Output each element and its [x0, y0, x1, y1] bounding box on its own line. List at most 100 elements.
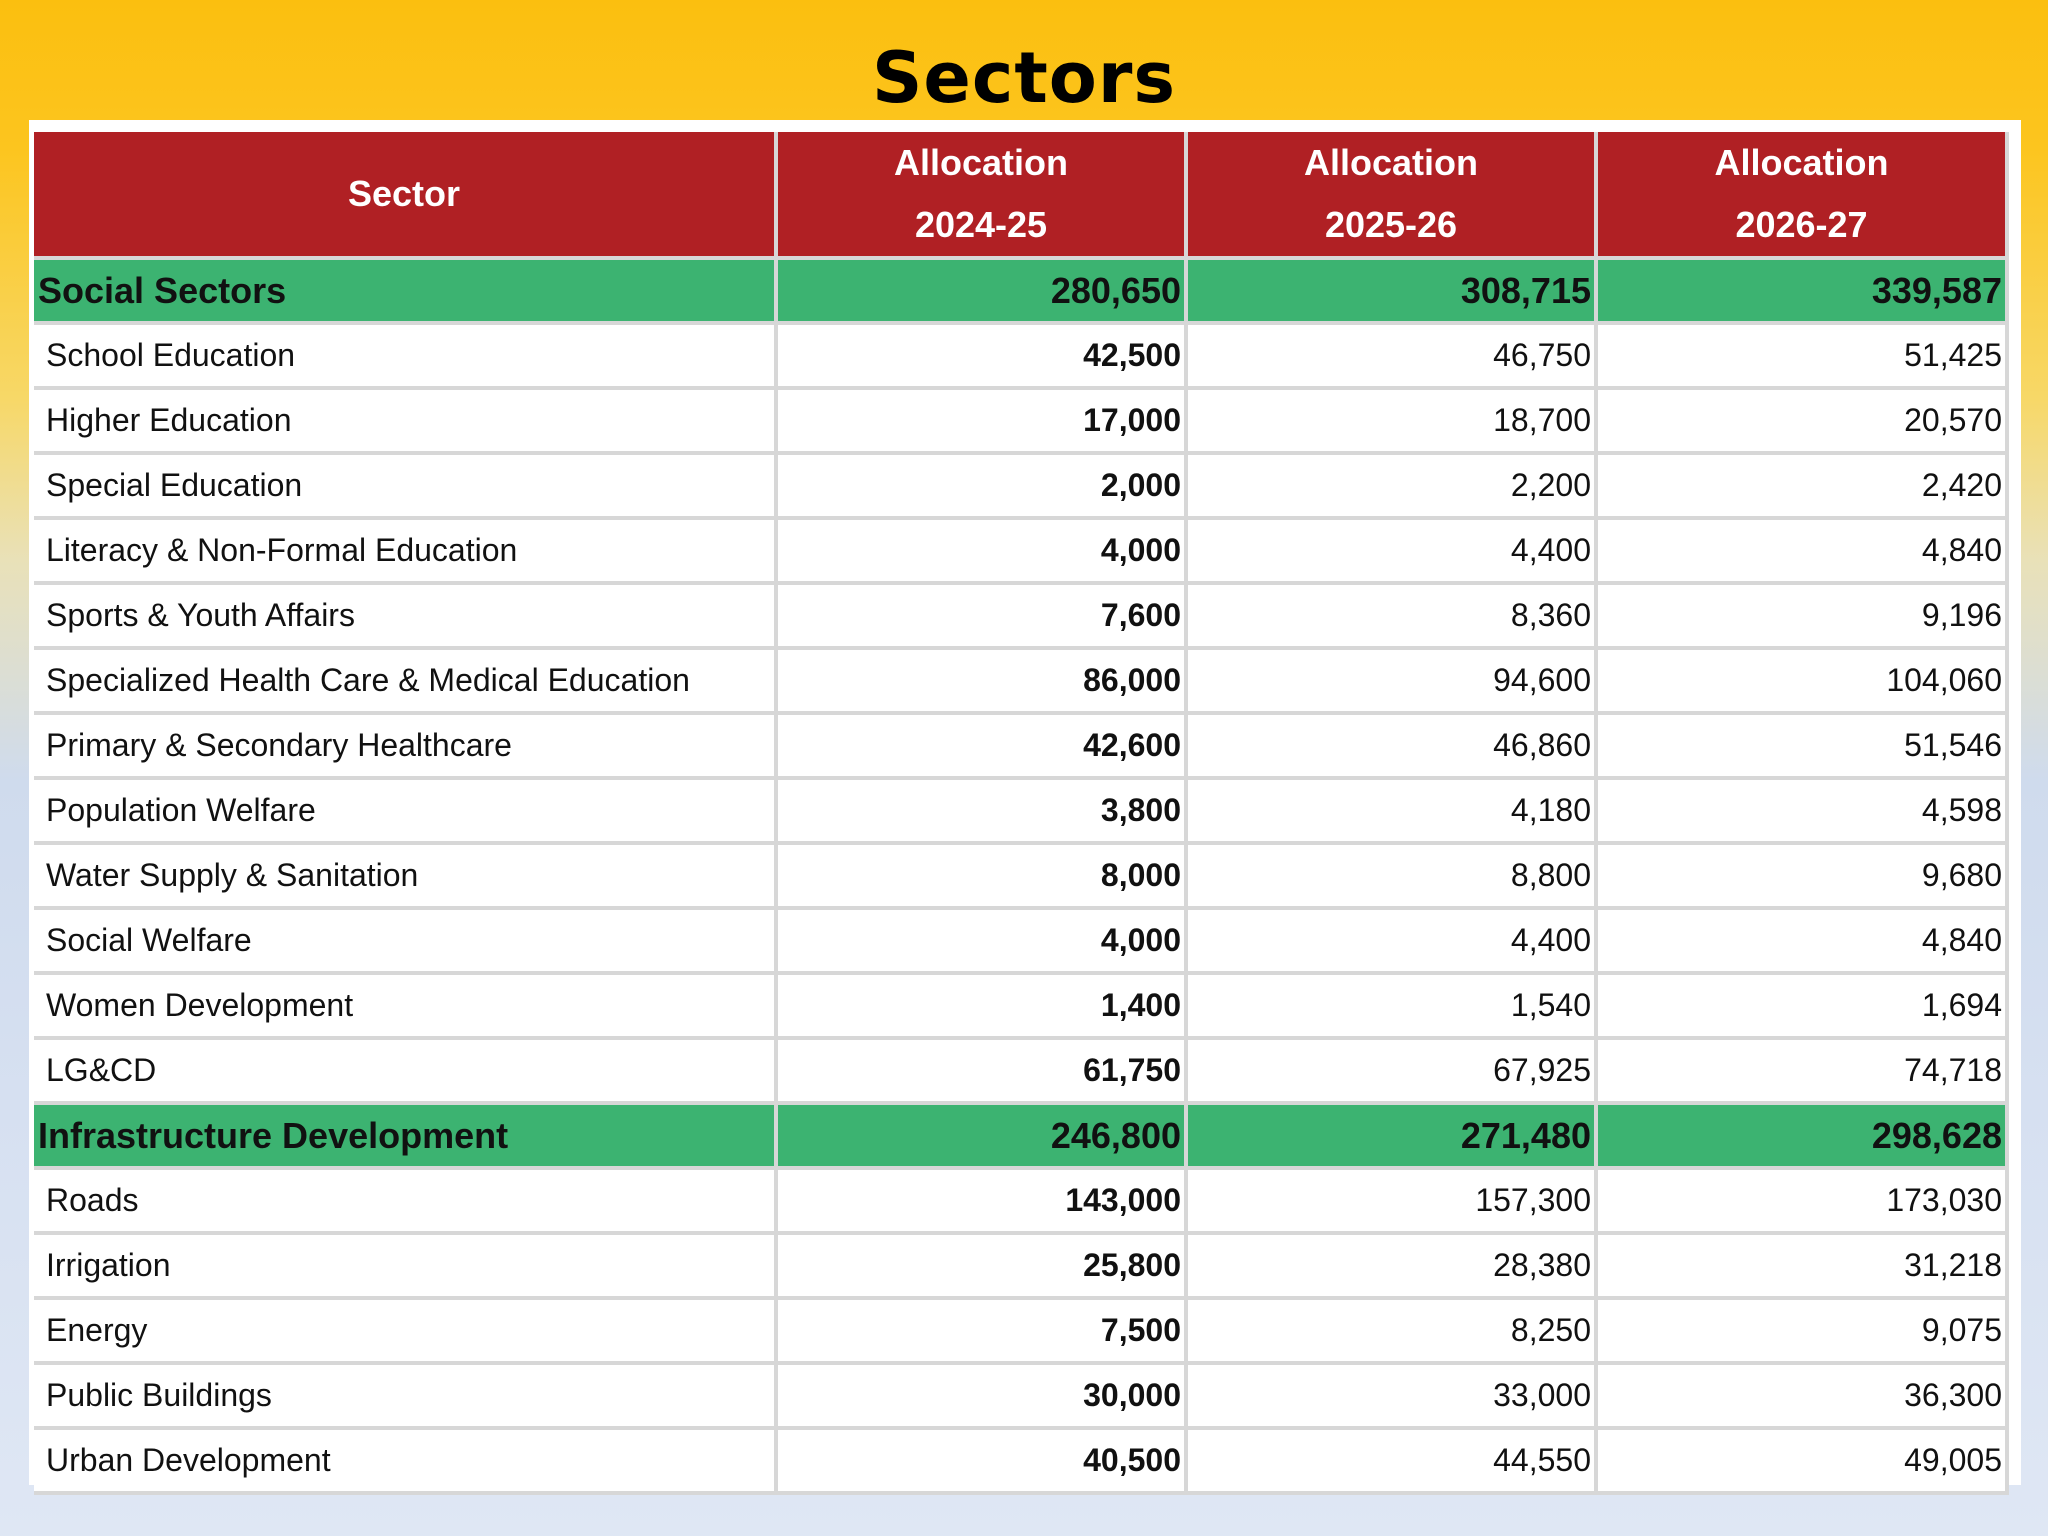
table-body: Social Sectors 280,650 308,715 339,587 Schoo… — [34, 260, 2009, 1495]
cell-allocation-2026-27: 20,570 — [1598, 390, 2009, 455]
cell-allocation-2024-25: 246,800 — [778, 1105, 1188, 1170]
cell-allocation-2026-27: 1,694 — [1598, 975, 2009, 1040]
cell-sector: Infrastructure Development — [34, 1105, 778, 1170]
cell-allocation-2026-27: 9,680 — [1598, 845, 2009, 910]
cell-allocation-2024-25: 1,400 — [778, 975, 1188, 1040]
cell-allocation-2024-25: 3,800 — [778, 780, 1188, 845]
header-allocation-2025-26: Allocation 2025-26 — [1188, 132, 1598, 260]
header-sector-label: Sector — [347, 173, 461, 214]
cell-allocation-2025-26: 157,300 — [1188, 1170, 1598, 1235]
cell-allocation-2024-25: 42,500 — [778, 325, 1188, 390]
cell-allocation-2025-26: 308,715 — [1188, 260, 1598, 325]
cell-sector: Literacy & Non-Formal Education — [34, 520, 778, 585]
cell-allocation-2025-26: 4,400 — [1188, 910, 1598, 975]
header-sector: Sector — [34, 132, 778, 260]
cell-allocation-2025-26: 271,480 — [1188, 1105, 1598, 1170]
cell-allocation-2025-26: 18,700 — [1188, 390, 1598, 455]
cell-allocation-2026-27: 51,546 — [1598, 715, 2009, 780]
cell-allocation-2024-25: 4,000 — [778, 520, 1188, 585]
header-label-line2: 2024-25 — [914, 204, 1048, 245]
table-row: School Education 42,500 46,750 51,425 — [34, 325, 2009, 390]
cell-allocation-2025-26: 4,400 — [1188, 520, 1598, 585]
header-label-line1: Allocation — [1303, 142, 1478, 183]
table-row: Irrigation 25,800 28,380 31,218 — [34, 1235, 2009, 1300]
sector-allocation-table: Sector Allocation 2024-25 Allocation 202… — [34, 132, 2009, 1495]
header-label-line2: 2026-27 — [1735, 204, 1868, 245]
cell-allocation-2025-26: 67,925 — [1188, 1040, 1598, 1105]
cell-sector: Special Education — [34, 455, 778, 520]
cell-allocation-2025-26: 4,180 — [1188, 780, 1598, 845]
cell-allocation-2025-26: 8,360 — [1188, 585, 1598, 650]
cell-allocation-2026-27: 4,840 — [1598, 520, 2009, 585]
cell-allocation-2026-27: 74,718 — [1598, 1040, 2009, 1105]
cell-allocation-2025-26: 44,550 — [1188, 1430, 1598, 1495]
table-row: Special Education 2,000 2,200 2,420 — [34, 455, 2009, 520]
cell-allocation-2025-26: 28,380 — [1188, 1235, 1598, 1300]
cell-allocation-2026-27: 9,196 — [1598, 585, 2009, 650]
table-row: Energy 7,500 8,250 9,075 — [34, 1300, 2009, 1365]
table-row: Public Buildings 30,000 33,000 36,300 — [34, 1365, 2009, 1430]
cell-allocation-2026-27: 36,300 — [1598, 1365, 2009, 1430]
cell-sector: Roads — [34, 1170, 778, 1235]
cell-allocation-2024-25: 143,000 — [778, 1170, 1188, 1235]
cell-allocation-2026-27: 2,420 — [1598, 455, 2009, 520]
cell-sector: Water Supply & Sanitation — [34, 845, 778, 910]
cell-allocation-2026-27: 339,587 — [1598, 260, 2009, 325]
cell-allocation-2024-25: 17,000 — [778, 390, 1188, 455]
header-allocation-2026-27: Allocation 2026-27 — [1598, 132, 2009, 260]
cell-sector: LG&CD — [34, 1040, 778, 1105]
cell-allocation-2026-27: 31,218 — [1598, 1235, 2009, 1300]
cell-sector: Higher Education — [34, 390, 778, 455]
cell-sector: Social Sectors — [34, 260, 778, 325]
header-label-line1: Allocation — [1714, 142, 1889, 183]
cell-allocation-2025-26: 8,800 — [1188, 845, 1598, 910]
group-row: Infrastructure Development 246,800 271,480… — [34, 1105, 2009, 1170]
cell-allocation-2025-26: 94,600 — [1188, 650, 1598, 715]
table-row: Sports & Youth Affairs 7,600 8,360 9,196 — [34, 585, 2009, 650]
group-row: Social Sectors 280,650 308,715 339,587 — [34, 260, 2009, 325]
cell-allocation-2024-25: 8,000 — [778, 845, 1188, 910]
table-row: Higher Education 17,000 18,700 20,570 — [34, 390, 2009, 455]
cell-allocation-2025-26: 8,250 — [1188, 1300, 1598, 1365]
cell-allocation-2025-26: 33,000 — [1188, 1365, 1598, 1430]
table-row: Literacy & Non-Formal Education 4,000 4,40… — [34, 520, 2009, 585]
cell-allocation-2024-25: 30,000 — [778, 1365, 1188, 1430]
cell-allocation-2024-25: 2,000 — [778, 455, 1188, 520]
cell-sector: Sports & Youth Affairs — [34, 585, 778, 650]
cell-allocation-2026-27: 4,840 — [1598, 910, 2009, 975]
cell-allocation-2026-27: 49,005 — [1598, 1430, 2009, 1495]
cell-allocation-2025-26: 1,540 — [1188, 975, 1598, 1040]
cell-allocation-2024-25: 25,800 — [778, 1235, 1188, 1300]
cell-allocation-2025-26: 46,750 — [1188, 325, 1598, 390]
table-row: Specialized Health Care & Medical Educat… — [34, 650, 2009, 715]
cell-allocation-2026-27: 51,425 — [1598, 325, 2009, 390]
cell-allocation-2025-26: 2,200 — [1188, 455, 1598, 520]
cell-allocation-2024-25: 86,000 — [778, 650, 1188, 715]
cell-allocation-2024-25: 61,750 — [778, 1040, 1188, 1105]
cell-allocation-2024-25: 7,600 — [778, 585, 1188, 650]
cell-sector: Public Buildings — [34, 1365, 778, 1430]
table-row: Water Supply & Sanitation 8,000 8,800 9,680 — [34, 845, 2009, 910]
table-row: Women Development 1,400 1,540 1,694 — [34, 975, 2009, 1040]
cell-allocation-2026-27: 9,075 — [1598, 1300, 2009, 1365]
cell-sector: Population Welfare — [34, 780, 778, 845]
table-header-row: Sector Allocation 2024-25 Allocation 202… — [34, 132, 2009, 260]
cell-allocation-2026-27: 104,060 — [1598, 650, 2009, 715]
cell-sector: Primary & Secondary Healthcare — [34, 715, 778, 780]
cell-allocation-2026-27: 298,628 — [1598, 1105, 2009, 1170]
cell-allocation-2024-25: 7,500 — [778, 1300, 1188, 1365]
cell-sector: Specialized Health Care & Medical Educat… — [34, 650, 778, 715]
cell-allocation-2024-25: 42,600 — [778, 715, 1188, 780]
table-row: Urban Development 40,500 44,550 49,005 — [34, 1430, 2009, 1495]
table-row: LG&CD 61,750 67,925 74,718 — [34, 1040, 2009, 1105]
cell-allocation-2024-25: 280,650 — [778, 260, 1188, 325]
header-label-line1: Allocation — [893, 142, 1068, 183]
cell-sector: Social Welfare — [34, 910, 778, 975]
table-row: Roads 143,000 157,300 173,030 — [34, 1170, 2009, 1235]
cell-sector: Women Development — [34, 975, 778, 1040]
cell-sector: Urban Development — [34, 1430, 778, 1495]
cell-allocation-2026-27: 173,030 — [1598, 1170, 2009, 1235]
cell-allocation-2024-25: 4,000 — [778, 910, 1188, 975]
cell-sector: Irrigation — [34, 1235, 778, 1300]
table-row: Population Welfare 3,800 4,180 4,598 — [34, 780, 2009, 845]
